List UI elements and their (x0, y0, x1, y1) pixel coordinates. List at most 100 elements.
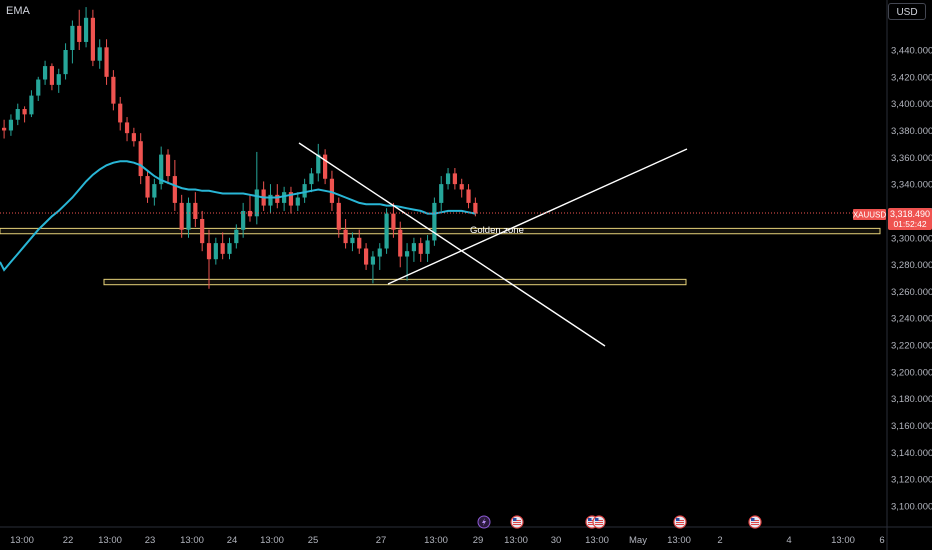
candle-body[interactable] (323, 154, 328, 179)
candle-body[interactable] (111, 76, 116, 104)
price-tick-label: 3,160.000 (891, 421, 932, 432)
candle-body[interactable] (473, 202, 478, 214)
price-tick-label: 3,380.000 (891, 126, 932, 137)
candle-body[interactable] (22, 109, 27, 115)
time-tick-label: 13:00 (424, 535, 448, 546)
candle-body[interactable] (186, 202, 191, 230)
candle-body[interactable] (302, 184, 307, 198)
symbol-tag-bg (853, 209, 886, 220)
candle-body[interactable] (145, 176, 150, 198)
candle-body[interactable] (193, 202, 198, 219)
current-price-label: 3,318.490 (890, 209, 930, 219)
candle-body[interactable] (418, 243, 423, 254)
candle-body[interactable] (268, 194, 273, 206)
candle-body[interactable] (466, 189, 471, 203)
candle-body[interactable] (77, 25, 82, 42)
candle-body[interactable] (343, 229, 348, 244)
candle-body[interactable] (336, 202, 341, 230)
candle-body[interactable] (90, 17, 95, 61)
candle-body[interactable] (8, 119, 14, 131)
candle-body[interactable] (70, 25, 75, 50)
candle-body[interactable] (15, 109, 20, 120)
golden-zone-box[interactable] (0, 227, 881, 235)
us-flag-icon[interactable] (510, 515, 524, 529)
candle-body[interactable] (316, 154, 321, 174)
time-tick-label: 13:00 (180, 535, 204, 546)
candle-body[interactable] (124, 122, 130, 134)
candle-body[interactable] (159, 154, 164, 185)
time-tick-label: 24 (227, 535, 238, 546)
candle-body[interactable] (357, 237, 362, 249)
candle-body[interactable] (439, 184, 444, 203)
candle-body[interactable] (213, 243, 218, 260)
time-tick-label: 13:00 (10, 535, 34, 546)
candle-body[interactable] (288, 192, 294, 206)
descending-trendline[interactable] (298, 142, 606, 347)
candle-body[interactable] (131, 133, 136, 142)
candle-body[interactable] (220, 243, 225, 254)
candle-body[interactable] (83, 17, 89, 42)
time-tick-label: 30 (551, 535, 562, 546)
candle-body[interactable] (241, 210, 246, 230)
currency-button[interactable]: USD (888, 3, 926, 20)
candle-body[interactable] (445, 173, 451, 185)
ema-indicator-label[interactable]: EMA (6, 5, 30, 17)
price-tick-label: 3,260.000 (891, 287, 932, 298)
candle-body[interactable] (370, 256, 376, 265)
candle-body[interactable] (425, 240, 430, 254)
candle-body[interactable] (411, 243, 416, 252)
candle-body[interactable] (42, 66, 48, 80)
candle-body[interactable] (200, 218, 205, 244)
candle-body[interactable] (138, 141, 143, 177)
candle-body[interactable] (282, 192, 287, 203)
candle-body[interactable] (391, 213, 396, 230)
price-tick-label: 3,400.000 (891, 99, 932, 110)
candle-body[interactable] (104, 47, 109, 77)
time-tick-label: May (629, 535, 647, 546)
us-flag-icon[interactable] (748, 515, 762, 529)
candle-body[interactable] (254, 189, 259, 217)
candle-body[interactable] (377, 248, 382, 257)
candle-body[interactable] (206, 243, 212, 260)
golden-zone-annotation[interactable]: Golden zone (470, 225, 524, 236)
price-tick-label: 3,440.000 (891, 46, 932, 57)
us-flag-icon[interactable] (673, 515, 687, 529)
support-zone-box[interactable] (103, 278, 687, 286)
candle-body[interactable] (329, 178, 335, 203)
candle-body[interactable] (404, 251, 410, 257)
candle-body[interactable] (398, 229, 403, 257)
candle-body[interactable] (363, 248, 369, 265)
candle-body[interactable] (97, 47, 102, 61)
candle-body[interactable] (275, 194, 280, 203)
candle-body[interactable] (309, 173, 314, 185)
candle-body[interactable] (36, 79, 41, 96)
candle-body[interactable] (227, 243, 232, 254)
candle-body[interactable] (1, 127, 7, 131)
candle-body[interactable] (179, 202, 184, 230)
time-tick-label: 2 (717, 535, 722, 546)
ascending-trendline[interactable] (387, 148, 688, 285)
candle-body[interactable] (432, 202, 437, 241)
price-tick-label: 3,340.000 (891, 180, 932, 191)
candle-body[interactable] (49, 66, 55, 85)
candle-body[interactable] (56, 74, 61, 85)
candle-body[interactable] (350, 237, 355, 244)
candle-body[interactable] (63, 50, 68, 75)
candle-body[interactable] (247, 210, 253, 217)
price-tick-label: 3,300.000 (891, 233, 932, 244)
ema-line[interactable] (0, 160, 476, 272)
candle-body[interactable] (452, 173, 457, 185)
candle-body[interactable] (234, 229, 239, 244)
candle-body[interactable] (384, 213, 389, 249)
candle-body[interactable] (118, 103, 123, 123)
lightning-icon[interactable] (477, 515, 491, 529)
candle-body[interactable] (172, 176, 177, 203)
candle-body[interactable] (165, 154, 171, 177)
us-flag-icon[interactable] (592, 515, 606, 529)
price-tick-label: 3,200.000 (891, 367, 932, 378)
candle-body[interactable] (459, 184, 464, 190)
candle-body[interactable] (29, 95, 34, 115)
candle-body[interactable] (152, 184, 157, 198)
candle-body[interactable] (295, 197, 300, 206)
